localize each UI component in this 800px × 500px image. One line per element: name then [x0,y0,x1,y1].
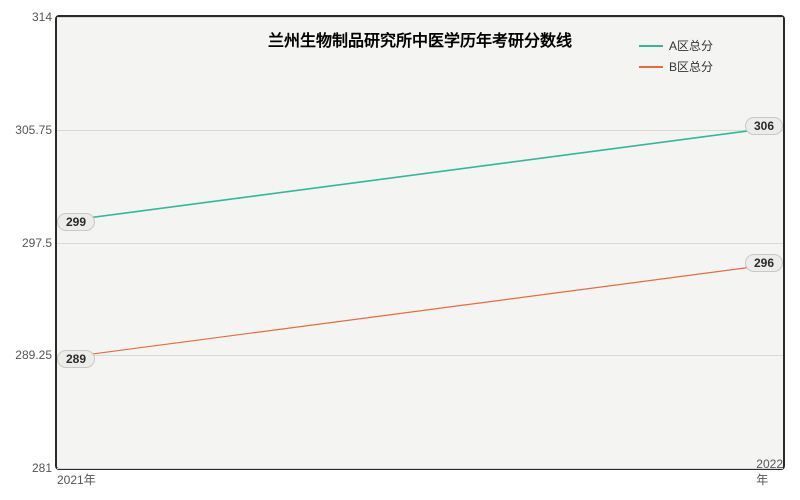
legend: A区总分 B区总分 [639,37,713,79]
y-tick-label: 289.25 [7,348,52,362]
data-point-label: 306 [745,117,783,135]
legend-item-a: A区总分 [639,37,713,54]
data-point-label: 299 [57,213,95,231]
chart-container: 兰州生物制品研究所中医学历年考研分数线 A区总分 B区总分 281289.252… [0,0,800,500]
legend-swatch-b [639,66,663,68]
legend-item-b: B区总分 [639,58,713,75]
x-tick-label: 2022年 [756,457,783,488]
data-point-label: 296 [745,254,783,272]
y-tick-label: 314 [7,10,52,24]
y-tick-label: 305.75 [7,123,52,137]
legend-label-a: A区总分 [669,37,713,54]
legend-swatch-a [639,45,663,47]
legend-label-b: B区总分 [669,58,713,75]
data-point-label: 289 [57,350,95,368]
series-line [57,126,783,222]
y-tick-label: 297.5 [7,236,52,250]
gridline [57,468,783,469]
plot-area: 兰州生物制品研究所中医学历年考研分数线 A区总分 B区总分 281289.252… [55,15,785,470]
x-tick-label: 2021年 [57,471,96,488]
series-line [57,263,783,359]
y-tick-label: 281 [7,461,52,475]
data-lines [57,17,783,468]
